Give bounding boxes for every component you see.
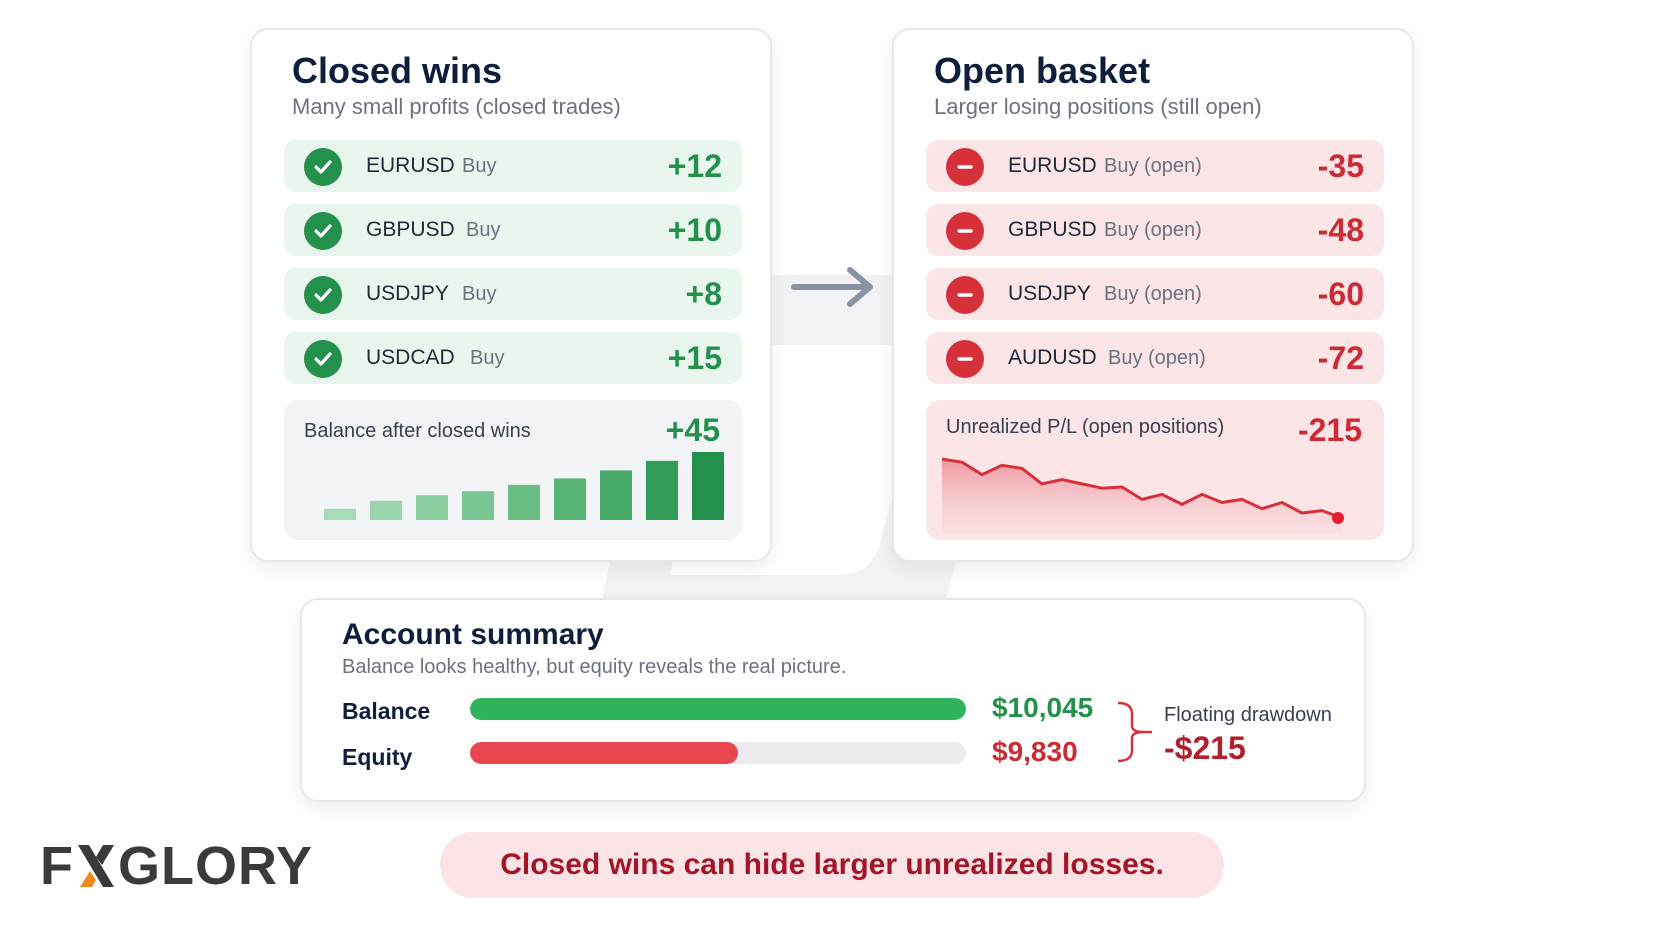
balance-bar <box>600 470 632 520</box>
trade-pl: -48 <box>1317 212 1364 248</box>
trade-pl: -72 <box>1317 340 1364 376</box>
floating-drawdown-value: -$215 <box>1164 730 1246 766</box>
open-trade-row: EURUSD Buy (open) -35 <box>926 140 1384 192</box>
bracket-icon <box>1117 701 1152 763</box>
trade-symbol: USDCAD <box>366 346 455 369</box>
closed-trade-row: USDJPY Buy +8 <box>284 268 742 320</box>
closed-wins-panel: Closed wins Many small profits (closed t… <box>250 28 772 562</box>
equity-value: $9,830 <box>992 736 1078 767</box>
check-icon <box>304 148 342 186</box>
callout-banner: Closed wins can hide larger unrealized l… <box>440 832 1224 898</box>
unrealized-pl-box: Unrealized P/L (open positions) -215 <box>926 400 1384 540</box>
floating-drawdown-label: Floating drawdown <box>1164 704 1332 726</box>
trade-side: Buy <box>462 155 497 177</box>
balance-after-value: +45 <box>665 412 720 448</box>
trade-symbol: GBPUSD <box>366 218 455 241</box>
balance-bar <box>324 508 356 520</box>
balance-value: $10,045 <box>992 692 1094 723</box>
balance-label: Balance <box>342 698 431 724</box>
open-trade-row: USDJPY Buy (open) -60 <box>926 268 1384 320</box>
trade-pl: +12 <box>667 148 722 184</box>
logo-text-right: GLORY <box>118 836 314 896</box>
trade-symbol: EURUSD <box>366 154 455 177</box>
closed-trade-row: EURUSD Buy +12 <box>284 140 742 192</box>
logo-x-mark <box>78 845 114 887</box>
trade-pl: -60 <box>1317 276 1364 312</box>
balance-bar <box>508 484 540 520</box>
logo-text-left: F <box>40 836 74 896</box>
minus-circle-icon <box>946 276 984 314</box>
balance-bar-track <box>470 698 966 720</box>
unrealized-pl-label: Unrealized P/L (open positions) <box>946 416 1225 438</box>
check-icon <box>304 276 342 314</box>
balance-bar <box>646 460 678 520</box>
closed-wins-title: Closed wins <box>292 50 503 91</box>
balance-bar <box>692 452 724 520</box>
unrealized-pl-value: -215 <box>1297 412 1362 448</box>
trade-side: Buy <box>466 219 501 241</box>
unrealized-end-dot <box>1332 512 1344 524</box>
minus-circle-icon <box>946 340 984 378</box>
balance-bar <box>416 495 448 520</box>
trade-pl: +15 <box>667 340 722 376</box>
check-icon <box>304 340 342 378</box>
trade-pl: +10 <box>667 212 722 248</box>
trade-side: Buy (open) <box>1108 347 1206 369</box>
callout-text: Closed wins can hide larger unrealized l… <box>500 848 1164 881</box>
trade-pl: +8 <box>685 276 722 312</box>
account-summary-panel: Account summary Balance looks healthy, b… <box>300 598 1366 802</box>
unrealized-area <box>942 459 1342 534</box>
trade-symbol: GBPUSD <box>1008 218 1097 241</box>
trade-symbol: USDJPY <box>366 282 449 305</box>
trade-side: Buy (open) <box>1104 219 1202 241</box>
right-arrow-icon <box>791 267 873 307</box>
trade-side: Buy <box>470 347 505 369</box>
open-basket-title: Open basket <box>934 50 1151 91</box>
open-trade-row: AUDUSD Buy (open) -72 <box>926 332 1384 384</box>
balance-bar <box>370 500 402 520</box>
balance-bar <box>554 478 586 520</box>
minus-circle-icon <box>946 212 984 250</box>
check-icon <box>304 212 342 250</box>
trade-side: Buy (open) <box>1104 283 1202 305</box>
closed-trade-row: GBPUSD Buy +10 <box>284 204 742 256</box>
trade-side: Buy <box>462 283 497 305</box>
balance-bar-fill <box>470 698 966 720</box>
trade-symbol: USDJPY <box>1008 282 1091 305</box>
closed-trade-row: USDCAD Buy +15 <box>284 332 742 384</box>
trade-side: Buy (open) <box>1104 155 1202 177</box>
equity-bar-track <box>470 742 966 764</box>
minus-circle-icon <box>946 148 984 186</box>
trade-pl: -35 <box>1317 148 1364 184</box>
trade-symbol: EURUSD <box>1008 154 1097 177</box>
unrealized-line <box>942 457 1343 520</box>
balance-after-label: Balance after closed wins <box>304 420 531 442</box>
equity-label: Equity <box>342 744 413 770</box>
closed-wins-subtitle: Many small profits (closed trades) <box>292 94 621 119</box>
balance-growth-bars <box>324 452 724 520</box>
balance-bar <box>462 491 494 520</box>
unrealized-pl-line-chart <box>942 457 1344 534</box>
open-trade-row: GBPUSD Buy (open) -48 <box>926 204 1384 256</box>
account-summary-title: Account summary <box>342 618 604 651</box>
balance-after-box: Balance after closed wins +45 <box>284 400 742 540</box>
open-basket-subtitle: Larger losing positions (still open) <box>934 94 1262 119</box>
trade-symbol: AUDUSD <box>1008 346 1097 369</box>
open-basket-panel: Open basket Larger losing positions (sti… <box>892 28 1414 562</box>
account-summary-subtitle: Balance looks healthy, but equity reveal… <box>342 656 847 678</box>
equity-bar-fill <box>470 742 738 764</box>
fxglory-logo: F GLORY <box>40 835 313 897</box>
